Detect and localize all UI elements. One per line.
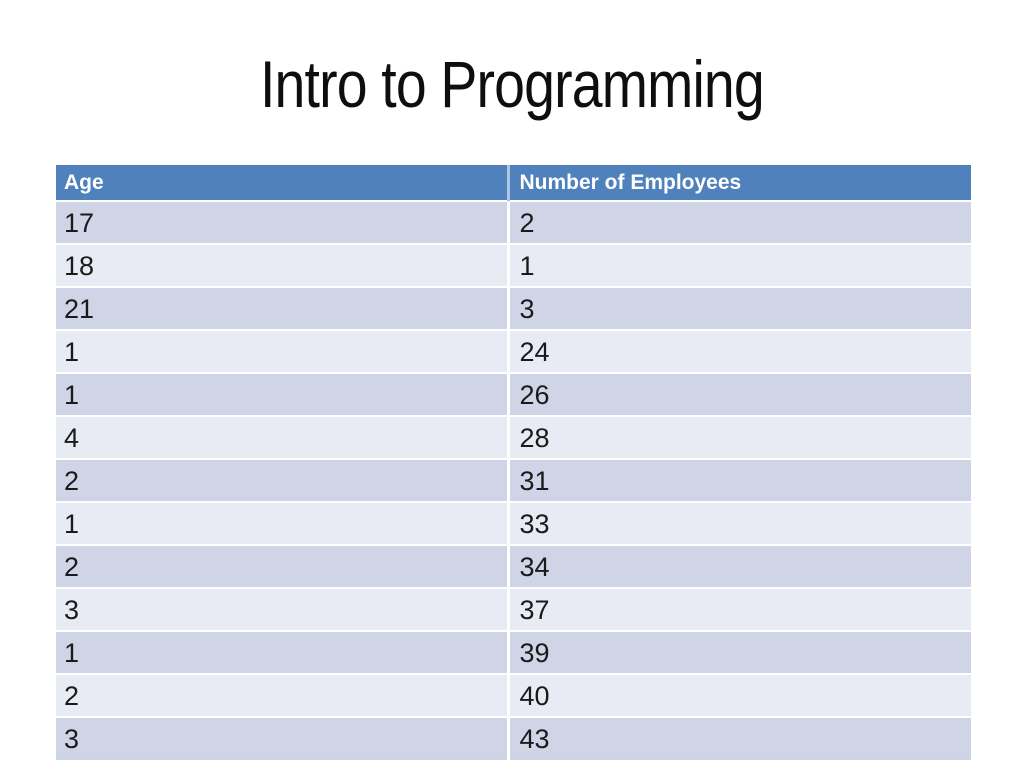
table-header-row: Age Number of Employees: [56, 165, 971, 202]
cell-age: 21: [56, 287, 508, 331]
cell-employees: 28: [506, 416, 971, 460]
cell-age: 2: [56, 545, 508, 589]
header-cell-age: Age: [56, 165, 508, 202]
table-row: 17 2: [56, 201, 971, 245]
cell-age: 4: [56, 416, 508, 460]
cell-employees: 2: [506, 201, 971, 245]
cell-age: 1: [56, 502, 508, 546]
slide-title: Intro to Programming: [0, 47, 1024, 121]
cell-employees: 1: [506, 244, 971, 288]
cell-age: 1: [56, 631, 508, 675]
cell-employees: 34: [506, 545, 971, 589]
cell-age: 3: [56, 717, 508, 760]
cell-employees: 24: [506, 330, 971, 374]
table-row: 1 39: [56, 631, 971, 675]
cell-age: 17: [56, 201, 508, 245]
header-cell-employees: Number of Employees: [506, 165, 971, 202]
cell-employees: 31: [506, 459, 971, 503]
cell-age: 18: [56, 244, 508, 288]
cell-age: 1: [56, 330, 508, 374]
cell-employees: 43: [506, 717, 971, 760]
table-row: 1 24: [56, 330, 971, 374]
table-row: 1 26: [56, 373, 971, 417]
cell-employees: 39: [506, 631, 971, 675]
slide-title-text: Intro to Programming: [260, 47, 765, 121]
table-row: 21 3: [56, 287, 971, 331]
table-row: 2 34: [56, 545, 971, 589]
cell-employees: 3: [506, 287, 971, 331]
cell-employees: 40: [506, 674, 971, 718]
table-row: 2 40: [56, 674, 971, 718]
table-row: 4 28: [56, 416, 971, 460]
table-row: 2 31: [56, 459, 971, 503]
cell-employees: 26: [506, 373, 971, 417]
table-row: 3 43: [56, 717, 971, 760]
cell-age: 2: [56, 674, 508, 718]
cell-employees: 33: [506, 502, 971, 546]
table-row: 1 33: [56, 502, 971, 546]
cell-employees: 37: [506, 588, 971, 632]
cell-age: 1: [56, 373, 508, 417]
employees-table: Age Number of Employees 17 2 18 1 21 3 1 24 1 26 4…: [56, 165, 971, 760]
cell-age: 3: [56, 588, 508, 632]
table-row: 18 1: [56, 244, 971, 288]
table-body: 17 2 18 1 21 3 1 24 1 26 4 28 2 31 1 33 2 34 3 37 1 39 2 40 3 43: [56, 201, 971, 760]
table-row: 3 37: [56, 588, 971, 632]
cell-age: 2: [56, 459, 508, 503]
